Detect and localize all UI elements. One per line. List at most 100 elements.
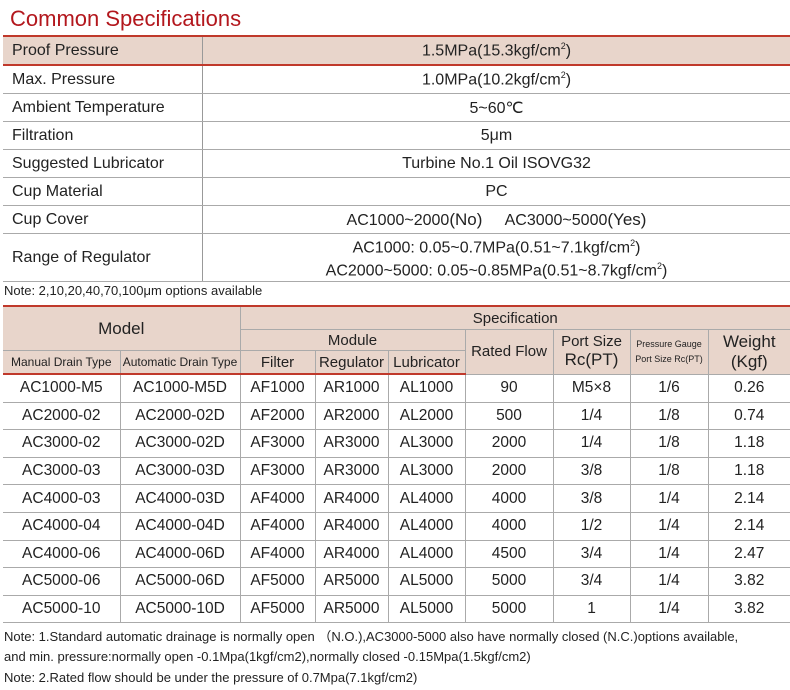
table-cell: AC3000-03D [119, 456, 241, 486]
spec-row: Ambient Temperature 5~60℃ [3, 93, 790, 122]
spec-value: 5μm [202, 121, 790, 150]
table-cell: AR1000 [314, 373, 389, 403]
spec-value: AC1000~2000(No) AC3000~5000(Yes) [202, 205, 790, 234]
table-cell: AF3000 [239, 456, 316, 486]
filtration-note: Note: 2,10,20,40,70,100μm options availa… [4, 283, 263, 298]
table-cell: 1/2 [552, 511, 631, 541]
spec-label: Filtration [3, 121, 203, 150]
table-row: AC5000-06 AC5000-06D AF5000 AR5000 AL5000 500… [3, 567, 790, 596]
table-cell: AL3000 [387, 429, 466, 458]
table-cell: 1/4 [552, 401, 631, 431]
table-cell: AL4000 [387, 511, 466, 541]
header-specification: Specification [239, 305, 790, 330]
table-cell: 1/4 [629, 567, 709, 596]
table-cell: 0.26 [707, 373, 790, 403]
spec-row: Range of Regulator AC1000: 0.05~0.7MPa(0.… [3, 233, 790, 282]
table-cell: AL3000 [387, 456, 466, 486]
spec-row: Suggested Lubricator Turbine No.1 Oil ISO… [3, 149, 790, 178]
table-row: AC3000-02 AC3000-02D AF3000 AR3000 AL3000 200… [3, 429, 790, 458]
table-cell: AC5000-06D [119, 567, 241, 596]
header-lubricator: Lubricator [387, 350, 465, 375]
header-model: Model [3, 305, 241, 351]
spec-label: Suggested Lubricator [3, 149, 203, 178]
table-cell: 1/8 [629, 401, 709, 431]
table-cell: AC3000-02 [3, 429, 121, 458]
table-cell: AR5000 [314, 567, 389, 596]
table-cell: 1/4 [629, 539, 709, 569]
header-weight: Weight (Kgf) [707, 329, 790, 375]
table-cell: AF5000 [239, 594, 316, 624]
table-cell: AF5000 [239, 567, 316, 596]
table-cell: AC4000-03 [3, 484, 121, 513]
table-cell: 0.74 [707, 401, 790, 431]
table-cell: AC5000-06 [3, 567, 121, 596]
table-cell: 4500 [464, 539, 554, 569]
table-cell: 1/6 [629, 373, 709, 403]
table-cell: 5000 [464, 567, 554, 596]
table-cell: AC1000-M5D [119, 373, 241, 403]
table-cell: 3.82 [707, 567, 790, 596]
table-row: AC4000-04 AC4000-04D AF4000 AR4000 AL4000 400… [3, 511, 790, 541]
table-cell: 1/4 [552, 429, 631, 458]
table-cell: 2000 [464, 456, 554, 486]
spec-value: 5~60℃ [202, 93, 790, 122]
table-cell: AC2000-02D [119, 401, 241, 431]
table-cell: AC1000-M5 [3, 373, 121, 403]
table-cell: 2.14 [707, 484, 790, 513]
spec-label: Range of Regulator [3, 233, 203, 282]
table-cell: 4000 [464, 511, 554, 541]
table-cell: 4000 [464, 484, 554, 513]
spec-row: Proof Pressure 1.5MPa(15.3kgf/cm2) [3, 36, 790, 66]
table-cell: AR3000 [314, 456, 389, 486]
table-cell: 2.14 [707, 511, 790, 541]
table-cell: AF4000 [239, 484, 316, 513]
model-table: Model Specification Module Rated Flow Por… [3, 305, 790, 624]
table-row: AC1000-M5 AC1000-M5D AF1000 AR1000 AL1000 90 M… [3, 373, 790, 403]
table-cell: 1/4 [629, 594, 709, 624]
table-row: AC4000-06 AC4000-06D AF4000 AR4000 AL4000 450… [3, 539, 790, 569]
table-row: AC2000-02 AC2000-02D AF2000 AR2000 AL2000 500… [3, 401, 790, 431]
table-cell: 1/4 [629, 484, 709, 513]
table-cell: 2.47 [707, 539, 790, 569]
table-cell: AF1000 [239, 373, 316, 403]
drainage-note-cont: and min. pressure:normally open -0.1Mpa(… [4, 649, 531, 664]
header-rated-flow: Rated Flow [464, 329, 554, 375]
table-cell: AF3000 [239, 429, 316, 458]
spec-label: Proof Pressure [3, 36, 203, 66]
header-regulator: Regulator [314, 350, 389, 375]
table-cell: 90 [464, 373, 554, 403]
header-module: Module [240, 329, 466, 351]
table-cell: AC5000-10 [3, 594, 121, 624]
table-cell: AL1000 [387, 373, 466, 403]
table-cell: 1/8 [629, 456, 709, 486]
table-cell: AR2000 [314, 401, 389, 431]
page-title: Common Specifications [10, 6, 242, 31]
spec-label: Ambient Temperature [3, 93, 203, 122]
table-cell: AF2000 [239, 401, 316, 431]
table-cell: AC4000-03D [119, 484, 241, 513]
table-row: AC4000-03 AC4000-03D AF4000 AR4000 AL4000 400… [3, 484, 790, 513]
spec-value: PC [202, 177, 790, 206]
table-cell: 1/8 [629, 429, 709, 458]
header-automatic-drain: Automatic Drain Type [119, 350, 241, 375]
table-cell: AC3000-03 [3, 456, 121, 486]
spec-row: Filtration 5μm [3, 121, 790, 150]
table-cell: 3.82 [707, 594, 790, 624]
spec-value: Turbine No.1 Oil ISOVG32 [202, 149, 790, 178]
table-cell: 1 [552, 594, 631, 624]
header-gauge-port: Pressure Gauge Port Size Rc(PT) [629, 329, 709, 375]
spec-label: Cup Material [3, 177, 203, 206]
table-cell: 1.18 [707, 456, 790, 486]
table-cell: M5×8 [552, 373, 631, 403]
table-cell: AC4000-06D [119, 539, 241, 569]
table-cell: AC4000-06 [3, 539, 121, 569]
table-cell: AR5000 [314, 594, 389, 624]
header-port-size: Port Size Rc(PT) [552, 329, 631, 375]
table-cell: AL2000 [387, 401, 466, 431]
table-cell: AC5000-10D [119, 594, 241, 624]
table-cell: 500 [464, 401, 554, 431]
table-cell: AC3000-02D [119, 429, 241, 458]
spec-row: Cup Material PC [3, 177, 790, 206]
header-manual-drain: Manual Drain Type [3, 350, 121, 375]
table-row: AC3000-03 AC3000-03D AF3000 AR3000 AL3000 200… [3, 456, 790, 486]
